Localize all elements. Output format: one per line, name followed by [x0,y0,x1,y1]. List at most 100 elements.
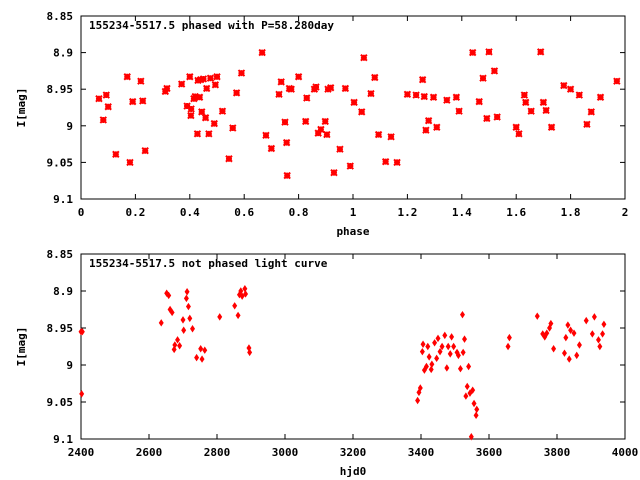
unphased-data-point [202,346,208,354]
phased-data-point [490,67,499,75]
phased-data-point [357,108,366,116]
phased-data-point [232,89,241,97]
unphased-x-tick-label: 2800 [204,446,231,459]
phased-data-point [317,125,325,134]
unphased-data-point [79,390,85,398]
unphased-data-point [166,291,172,300]
phased-x-tick-label: 1.2 [397,206,417,219]
phased-x-tick-label: 2 [622,206,629,219]
phased-data-point [199,75,208,83]
unphased-x-tick-label: 3400 [408,446,435,459]
phased-data-point [422,126,430,134]
phased-data-point [381,157,390,166]
phased-data-point [123,73,131,81]
unphased-data-point [243,290,249,298]
phased-data-point [323,130,331,139]
phased-data-point [596,93,605,101]
unphased-data-point [449,333,455,341]
phased-data-point [237,69,246,77]
unphased-y-tick-label: 9.1 [53,433,73,446]
unphased-data-point [565,321,571,329]
unphased-y-tick-label: 8.9 [53,285,73,298]
phased-data-point [187,111,195,120]
unphased-data-point [428,365,434,374]
unphased-data-point [561,349,567,357]
unphased-data-point [172,341,178,349]
unphased-data-point [183,294,189,303]
phased-data-point [547,123,556,131]
unphased-data-point [190,325,196,333]
unphased-data-point [466,362,472,371]
phased-data-point [128,97,137,106]
unphased-data-point [470,386,476,394]
phased-data-point [330,168,338,177]
unphased-data-point [198,344,204,353]
phased-data-point [360,54,368,62]
phased-x-tick-label: 0.2 [125,206,145,219]
unphased-data-point [534,312,540,320]
phased-data-point [452,93,461,101]
phased-data-point [429,93,438,101]
phased-data-point [95,95,103,103]
phased-data-point [102,91,111,99]
unphased-data-point [158,319,164,327]
unphased-data-point [447,350,453,358]
phased-y-tick-label: 8.9 [53,47,73,60]
unphased-data-point [468,433,474,441]
unphased-data-point [589,330,595,338]
phased-data-point [206,74,215,82]
phased-data-point [367,89,375,98]
phased-x-tick-label: 1.8 [561,206,581,219]
phased-data-point [202,84,211,93]
phased-data-point [267,144,276,153]
phased-data-point [104,103,112,111]
unphased-data-point [429,360,435,368]
unphased-x-axis-label: hjd0 [340,465,367,478]
phased-light-curve-panel: 0 0.2 0.4 0.6 0.8 1 1.2 1.4 1.6 1.8 2 8.85 8.9 8.95 9 9… [15,10,628,238]
unphased-data-point [463,392,469,400]
phased-data-point [403,90,412,99]
unphased-data-point [464,382,470,391]
phased-data-point [218,107,227,115]
unphased-data-point [169,308,175,317]
phased-data-point [213,73,221,81]
unphased-data-point [544,329,550,337]
unphased-data-point [460,348,466,357]
unphased-data-point [467,389,473,397]
phased-data-point [475,97,483,106]
unphased-x-tick-label: 3600 [476,446,503,459]
phased-data-point [201,114,210,122]
phased-data-point [258,48,266,57]
unphased-data-point [247,348,253,357]
phased-data-point [163,84,171,93]
phased-data-point [455,107,463,115]
unphased-data-point [595,336,601,344]
phased-data-point [493,113,501,121]
unphased-data-point [591,313,597,321]
phased-data-point [468,48,477,57]
phased-data-point [198,108,206,116]
phased-data-point [287,85,295,93]
unphased-data-point [473,411,479,420]
phased-data-point [350,98,358,107]
phased-data-point [321,117,329,126]
phased-x-tick-label: 0.6 [234,206,254,219]
unphased-y-tick-label: 9 [66,359,73,372]
phased-data-point [126,158,134,167]
phased-data-point [575,91,584,99]
unphased-x-tick-label: 3800 [544,446,571,459]
unphased-data-point [432,339,438,347]
unphased-x-tick-label: 2600 [136,446,163,459]
phased-y-tick-label: 8.85 [47,10,74,23]
unphased-data-point [563,333,569,342]
phased-data-point [112,150,120,159]
phased-y-axis-label: I[mag] [15,88,28,128]
phased-data-point [301,117,310,126]
unphased-data-point [583,316,589,325]
unphased-data-point [444,364,450,372]
phased-data-point [314,129,322,137]
phased-data-point [336,145,344,153]
phased-data-point [283,171,291,180]
phased-data-point [560,81,568,90]
